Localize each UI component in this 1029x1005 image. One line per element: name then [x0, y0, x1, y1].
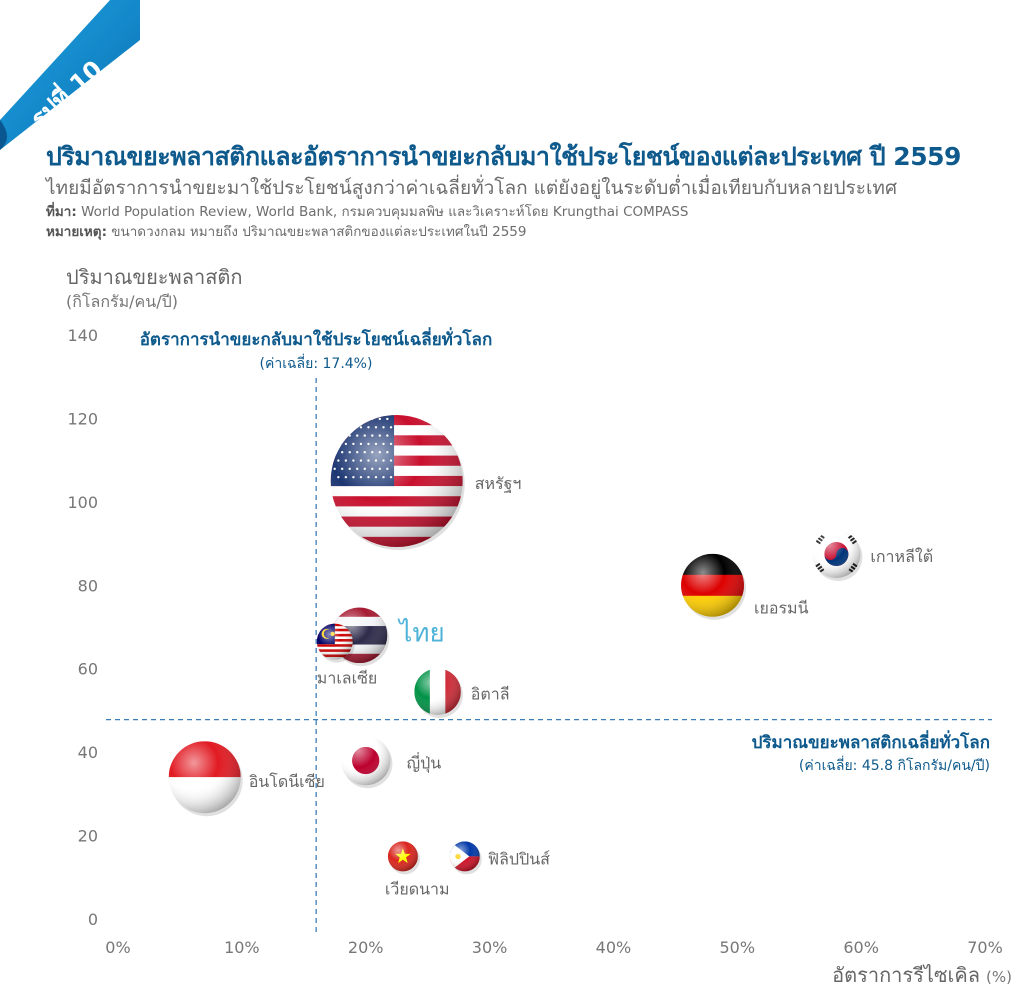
bubble-shading — [681, 553, 744, 617]
avg-waste-label: ปริมาณขยะพลาสติกเฉลี่ยทั่วโลก — [752, 730, 990, 753]
point-label: อินโดนีเซีย — [249, 772, 325, 791]
y-tick-label: 80 — [78, 576, 98, 595]
bubble-shading — [414, 668, 461, 715]
y-tick-label: 100 — [67, 493, 98, 512]
avg-waste-sublabel: (ค่าเฉลี่ย: 45.8 กิโลกรัม/คน/ปี) — [799, 756, 990, 774]
x-axis-unit: (%) — [986, 968, 1012, 986]
source-label: ที่มา: — [46, 204, 77, 220]
remark-note: หมายเหตุ: ขนาดวงกลม หมายถึง ปริมาณขยะพลา… — [46, 222, 1016, 242]
avg-recycling-label: อัตราการนำขยะกลับมาใช้ประโยชน์เฉลี่ยทั่ว… — [140, 327, 493, 350]
bubble-shading — [330, 415, 463, 547]
y-tick-label: 0 — [88, 910, 98, 929]
point-label: เกาหลีใต้ — [870, 547, 933, 566]
x-tick-label: 60% — [843, 938, 879, 957]
point-label: สหรัฐฯ — [475, 474, 522, 493]
point-label: อิตาลี — [471, 685, 510, 704]
source-text: World Population Review, World Bank, กรม… — [81, 204, 689, 220]
avg-recycling-sublabel: (ค่าเฉลี่ย: 17.4%) — [260, 354, 373, 372]
bubble-shading — [812, 530, 861, 578]
remark-label: หมายเหตุ: — [46, 224, 107, 240]
source-note: ที่มา: World Population Review, World Ba… — [46, 202, 1016, 222]
bubble-shading — [387, 841, 418, 872]
y-axis-title: ปริมาณขยะพลาสติก — [66, 265, 243, 289]
point-label: มาเลเซีย — [317, 669, 378, 688]
bubble-shading — [340, 735, 391, 786]
bubble-ph — [449, 841, 482, 875]
bubble-kr — [812, 530, 863, 581]
x-tick-label: 20% — [348, 938, 384, 957]
bubble-vn — [387, 841, 420, 875]
bubble-it — [414, 668, 463, 718]
x-tick-label: 30% — [472, 938, 508, 957]
x-tick-label: 50% — [720, 938, 756, 957]
bubble-shading — [168, 741, 241, 814]
chart-title: ปริมาณขยะพลาสติกและอัตราการนำขยะกลับมาใช… — [46, 142, 961, 171]
point-label: เวียดนาม — [385, 879, 450, 898]
y-tick-label: 20 — [78, 827, 98, 846]
point-label: ฟิลิปปินส์ — [488, 849, 550, 868]
x-tick-label: 0% — [105, 938, 130, 957]
remark-text: ขนาดวงกลม หมายถึง ปริมาณขยะพลาสติกของแต่… — [111, 224, 527, 240]
bubble-id — [168, 741, 243, 817]
y-axis-unit: (กิโลกรัม/คน/ปี) — [66, 292, 178, 311]
figure-badge: รูปที่ 10 — [0, 0, 140, 150]
x-tick-label: 10% — [224, 938, 260, 957]
bubble-shading — [316, 623, 353, 660]
bubble-jp — [340, 735, 393, 789]
bubble-us — [330, 415, 465, 550]
y-tick-label: 120 — [67, 409, 98, 428]
point-label: ญี่ปุ่น — [407, 752, 442, 774]
x-tick-label: 40% — [596, 938, 632, 957]
chart-header: ปริมาณขยะพลาสติกและอัตราการนำขยะกลับมาใช… — [46, 140, 1016, 242]
bubble-shading — [449, 841, 480, 872]
point-label: เยอรมนี — [754, 598, 809, 617]
y-tick-label: 140 — [67, 326, 98, 345]
chart-subtitle: ไทยมีอัตราการนำขยะมาใช้ประโยชน์สูงกว่าค่… — [46, 177, 898, 199]
point-label: ไทย — [397, 617, 444, 648]
bubble-de — [681, 553, 746, 620]
x-tick-label: 70% — [967, 938, 1003, 957]
x-axis-title: อัตราการรีไซเคิล — [832, 963, 980, 987]
y-tick-label: 60 — [78, 660, 98, 679]
y-tick-label: 40 — [78, 743, 98, 762]
